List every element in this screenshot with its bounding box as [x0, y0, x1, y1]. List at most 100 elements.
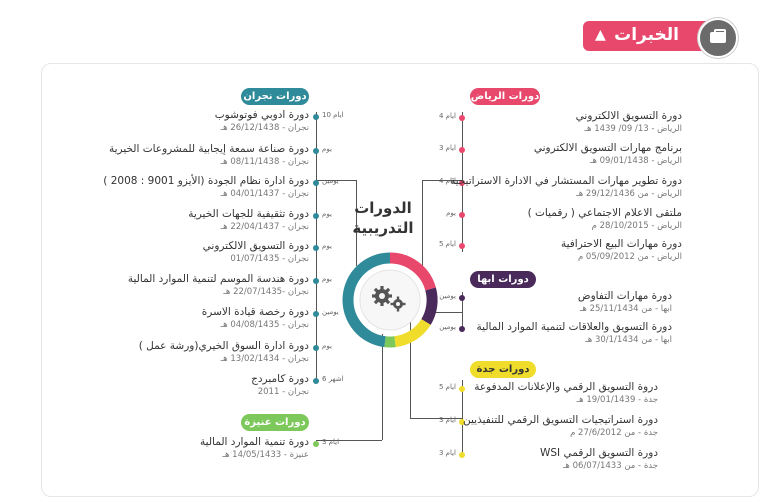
course-duration: يوم	[322, 210, 332, 218]
timeline-dot	[313, 114, 319, 120]
section-header[interactable]: ▲ الخبرات	[583, 21, 723, 51]
abha-timeline	[462, 292, 463, 332]
group-pill-riyadh[interactable]: دورات الرياض	[470, 88, 540, 105]
course-date: الرياض - من 29/12/1436 هـ	[576, 189, 682, 199]
course-title: برنامج مهارات التسويق الالكتروني	[533, 142, 682, 154]
timeline-dot	[313, 148, 319, 154]
timeline-dot	[459, 115, 465, 121]
donut-segment-abha	[421, 287, 438, 325]
timeline-dot	[459, 419, 465, 425]
svg-text:1: 1	[385, 329, 390, 338]
course-duration: 4 ايام	[438, 112, 456, 120]
course-title: دورة التسويق الالكتروني	[202, 240, 309, 252]
course-title: دروة التسويق الرقمي والإعلانات المدفوعة	[474, 381, 658, 393]
timeline-dot	[459, 295, 465, 301]
course-duration: يومين	[439, 323, 456, 331]
course-duration: 5 ايام	[438, 240, 456, 248]
course-duration: يوم	[322, 242, 332, 250]
course-title: دورة استراتيجيات التسويق الرقمي للتنفيذي…	[463, 414, 658, 426]
center-title: الدورات التدريبية	[352, 198, 414, 238]
briefcase-icon	[698, 18, 738, 58]
course-duration: يوم	[322, 145, 332, 153]
timeline-dot	[313, 311, 319, 317]
course-title: دورة ادارة نظام الجودة (الأيزو 9001 : 20…	[103, 175, 309, 187]
course-title: دورة تنمية الموارد المالية	[200, 436, 309, 448]
course-title: دورة هندسة الموسم لتنمية الموارد المالية	[127, 273, 309, 285]
unaizah-connector-v	[382, 334, 383, 440]
group-pill-abha[interactable]: دورات ابها	[470, 271, 536, 288]
unaizah-connector	[316, 440, 382, 441]
course-duration: 6 اشهر	[322, 375, 344, 383]
course-title: دورة مهارات التفاوض	[577, 290, 672, 302]
course-duration: 3 ايام	[438, 144, 456, 152]
course-title: دورة تطوير مهارات المستشار في الادارة ال…	[449, 175, 682, 187]
timeline-dot	[313, 441, 319, 447]
course-duration: يومين	[322, 177, 339, 185]
riyadh-connector	[422, 180, 462, 181]
course-date: نجران - 01/07/1435	[230, 254, 309, 264]
collapse-arrow-icon[interactable]: ▲	[595, 27, 606, 43]
donut-segment-riyadh	[389, 252, 436, 291]
course-title: دورة التسويق والعلاقات لتنمية الموارد ال…	[476, 321, 672, 333]
center-donut: 1	[342, 252, 438, 348]
course-date: عنيزة - 14/05/1433 هـ	[222, 450, 309, 460]
course-duration: 10 ايام	[322, 111, 344, 119]
course-duration: 3 ايام	[322, 438, 340, 446]
riyadh-connector-v	[422, 180, 423, 266]
course-date: الرياض - 09/01/1438 هـ	[589, 156, 682, 166]
course-duration: يوم	[446, 209, 456, 217]
course-title: دورة التسويق الالكتروني	[575, 110, 682, 122]
timeline-dot	[313, 378, 319, 384]
course-duration: 5 ايام	[438, 383, 456, 391]
jeddah-timeline	[462, 380, 463, 454]
course-title: دورة صناعة سمعة إيجابية للمشروعات الخيري…	[108, 143, 309, 155]
abha-connector	[430, 312, 462, 313]
timeline-dot	[459, 243, 465, 249]
timeline-dot	[459, 326, 465, 332]
course-date: نجران - 08/11/1438 هـ	[220, 157, 309, 167]
timeline-dot	[459, 147, 465, 153]
gears-icon	[372, 286, 406, 312]
group-pill-unaizah[interactable]: دورات عنيزة	[241, 414, 309, 431]
course-duration: يومين	[322, 308, 339, 316]
section-title: الخبرات	[614, 25, 679, 45]
course-title: دورة التسويق الرقمي WSI	[540, 447, 658, 459]
course-date: نجران -22/07/1435 هـ	[223, 287, 309, 297]
course-date: جدة - من 27/6/2012 م	[570, 428, 658, 438]
course-duration: يومين	[439, 292, 456, 300]
timeline-dot	[313, 213, 319, 219]
course-date: جدة - من 06/07/1433 هـ	[562, 461, 658, 471]
course-title: دورة ادوبي فوتوشوب	[214, 109, 309, 121]
center-title-line1: الدورات	[354, 199, 412, 217]
course-date: جدة - 19/01/1439 هـ	[576, 395, 658, 405]
course-duration: 4 ايام	[438, 177, 456, 185]
timeline-dot	[313, 278, 319, 284]
center-title-line2: التدريبية	[352, 219, 414, 237]
jeddah-connector	[410, 418, 462, 419]
timeline-dot	[313, 345, 319, 351]
group-pill-najran[interactable]: دورات نجران	[241, 88, 309, 105]
course-duration: يوم	[322, 342, 332, 350]
timeline-dot	[459, 452, 465, 458]
course-title: دورة ادارة السوق الخيري(ورشة عمل )	[138, 340, 309, 352]
course-title: دورة رخصة قيادة الاسرة	[201, 306, 309, 318]
timeline-dot	[459, 212, 465, 218]
timeline-dot	[313, 180, 319, 186]
najran-connector-v	[356, 180, 357, 266]
course-date: الرياض - 28/10/2015 م	[591, 221, 682, 231]
course-title: ملتقى الاعلام الاجتماعي ( رقميات )	[527, 207, 682, 219]
course-date: نجران - 04/08/1435 هـ	[220, 320, 309, 330]
course-date: الرياض - من 05/09/2012 م	[577, 252, 682, 262]
course-duration: 3 ايام	[438, 449, 456, 457]
course-duration: 3 ايام	[438, 416, 456, 424]
group-pill-jeddah[interactable]: دورات جدة	[470, 361, 536, 378]
donut-segment-jeddah	[394, 318, 431, 348]
course-date: الرياض - 13/ 09/ 1439 هـ	[584, 124, 683, 134]
jeddah-connector-v	[410, 318, 411, 418]
course-date: نجران - 26/12/1438 هـ	[220, 123, 309, 133]
najran-connector	[316, 180, 356, 181]
course-date: نجران - 22/04/1437 هـ	[220, 222, 309, 232]
course-duration: يوم	[322, 275, 332, 283]
course-date: نجران - 13/02/1434 هـ	[220, 354, 309, 364]
course-title: دورة مهارات البيع الاحترافية	[560, 238, 682, 250]
